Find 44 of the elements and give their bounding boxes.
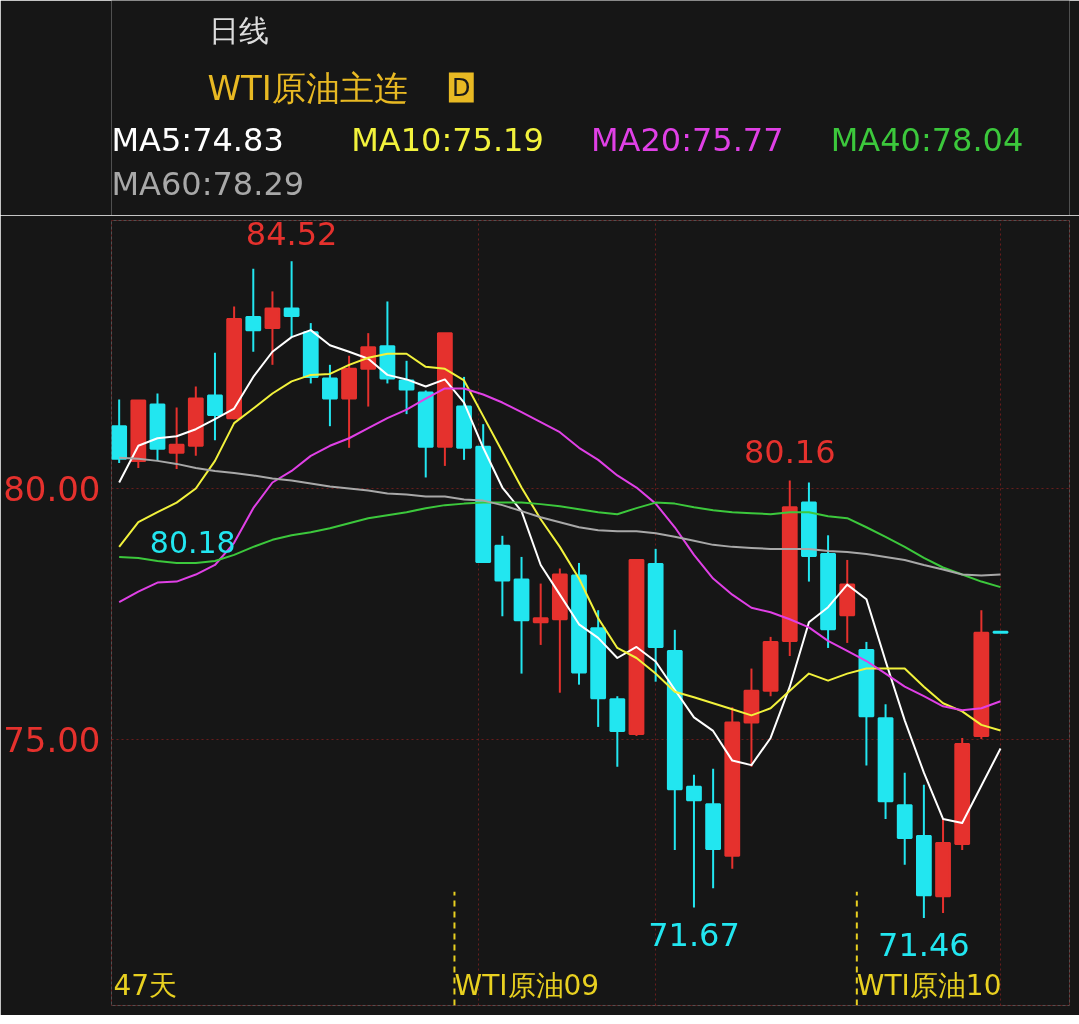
candlestick: [781, 479, 798, 657]
text: MA10:75.19: [351, 120, 544, 159]
text: MA5:74.83: [111, 120, 284, 159]
annotation: 84.52: [245, 214, 338, 253]
y-tick-label: 75.00: [3, 720, 101, 761]
candlestick: [207, 351, 223, 442]
candlestick: [820, 534, 836, 649]
chart-title: WTI原油主连: [207, 67, 408, 108]
annotation: 80.18: [149, 524, 236, 560]
line-series: [118, 501, 1002, 589]
candlestick: [877, 703, 894, 820]
candlestick: [647, 547, 664, 683]
candlestick: [935, 817, 951, 914]
candlestick: [896, 771, 913, 866]
text: MA20:75.77: [590, 120, 784, 159]
candlestick: [839, 558, 856, 644]
candlestick: [513, 555, 530, 675]
candlestick: [915, 783, 932, 919]
candlestick: [283, 260, 300, 339]
candlestick: [456, 375, 472, 461]
candlestick: [686, 773, 702, 909]
annotation: 47天: [113, 968, 178, 1002]
candlestick: [264, 290, 281, 366]
candlestick: [571, 561, 587, 686]
text: D: [452, 73, 471, 102]
annotation: WTI原油09: [454, 968, 600, 1002]
candlestick: [532, 582, 549, 646]
line-series: [118, 329, 1002, 824]
chart-subtitle: 日线: [209, 13, 270, 48]
candlestick: [187, 385, 204, 457]
text: MA60:78.29: [111, 164, 305, 203]
candlestick: [801, 481, 817, 583]
y-tick-label: 80.00: [3, 469, 101, 510]
candlestick: [551, 567, 568, 694]
annotation: WTI原油10: [856, 968, 1002, 1002]
candlestick: [590, 609, 607, 728]
annotation: 71.67: [648, 916, 740, 955]
annotation: 71.46: [878, 926, 970, 965]
candlestick: [245, 267, 262, 353]
text: MA40:78.04: [830, 120, 1024, 159]
candlestick: [494, 534, 511, 618]
candlestick: [666, 628, 683, 852]
annotation: 80.16: [743, 433, 836, 472]
candlestick: [705, 767, 722, 890]
